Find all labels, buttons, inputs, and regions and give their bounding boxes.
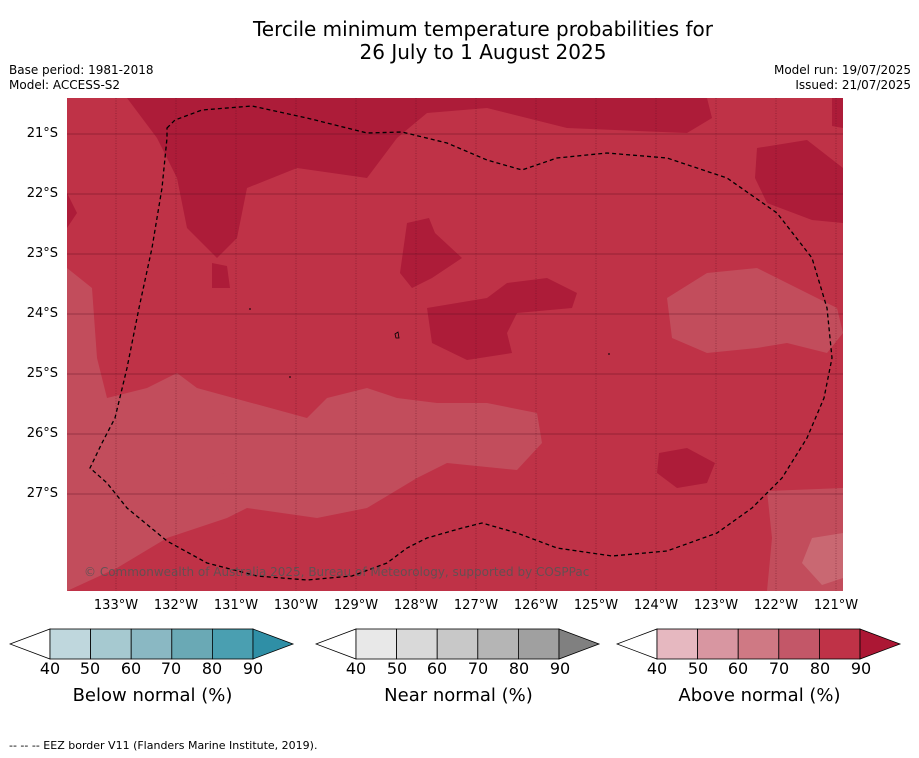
cbar-tick: 70 [768,659,790,678]
colorbar-swatch [90,628,132,660]
colorbar-swatch [517,628,560,660]
eez-footnote: -- -- -- EEZ border V11 (Flanders Marine… [9,739,318,752]
longitude-gridlines [115,98,837,591]
colorbar-max-extension [252,628,295,660]
colorbar-min-extension [9,628,51,660]
model-name: Model: ACCESS-S2 [9,78,121,92]
lat-label: 24°S [26,306,58,321]
colorbar-swatches [616,628,902,660]
colorbar-min-extension [616,628,658,660]
title-line-1: Tercile minimum temperature probabilitie… [252,17,714,41]
lon-label: 130°W [273,598,319,613]
latitude-gridlines [67,133,843,495]
lon-label: 129°W [333,598,379,613]
cbar-tick: 70 [467,659,489,678]
field-80-90-northeast [832,98,843,128]
colorbar-title-below: Below normal (%) [72,685,233,706]
cbar-tick: 50 [79,659,101,678]
lat-label: 23°S [26,246,58,261]
field-80-90-west [67,193,77,228]
colorbar-swatch [477,628,519,660]
cbar-tick: 40 [39,659,61,678]
cbar-tick: 90 [242,659,264,678]
colorbar-title-above: Above normal (%) [678,685,841,706]
field-80-90-southeast [657,448,715,488]
cbar-tick: 60 [426,659,448,678]
colorbar-swatch [436,628,479,660]
cbar-tick: 50 [687,659,709,678]
model-run: Model run: 19/07/2025 [773,63,911,77]
field-60-70-southwest [67,268,542,591]
colorbar-swatch [818,628,861,660]
lon-label: 123°W [693,598,739,613]
cbar-tick: 60 [120,659,142,678]
lat-label: 22°S [26,186,58,201]
colorbar-swatch [737,628,780,660]
meta-right: Model run: 19/07/2025 Issued: 21/07/2025 [774,63,911,93]
lon-label: 126°W [513,598,559,613]
cbar-tick: 80 [809,659,831,678]
colorbar-swatch [171,628,213,660]
field-60-70-east [667,268,843,353]
cbar-tick: 40 [646,659,668,678]
colorbar-swatch [656,628,698,660]
cbar-tick: 90 [549,659,571,678]
lat-label: 26°S [26,426,58,441]
lat-label: 25°S [26,366,58,381]
colorbar-swatch [130,628,173,660]
lon-label: 132°W [153,598,199,613]
field-80-90-small [212,263,230,288]
copyright-notice: © Commonwealth of Australia 2025, Bureau… [84,565,590,579]
lat-label: 21°S [26,126,58,141]
colorbar-swatch [49,628,91,660]
lon-label: 124°W [633,598,679,613]
field-80-90-center [400,218,462,288]
colorbar-min-extension [315,628,357,660]
lon-label: 122°W [753,598,799,613]
colorbar-swatch [211,628,254,660]
colorbar-below-normal [9,628,295,660]
field-80-90-north [127,98,712,258]
cbar-tick: 70 [160,659,182,678]
colorbar-swatches [9,628,295,660]
field-80-90-east [755,140,843,223]
colorbar-swatch [396,628,438,660]
cbar-tick: 90 [850,659,872,678]
colorbar-title-near: Near normal (%) [384,685,533,706]
colorbar-swatch [778,628,820,660]
probability-map [67,98,843,591]
cbar-tick: 50 [386,659,408,678]
title-line-2: 26 July to 1 August 2025 [359,40,607,64]
island-outline [394,331,400,339]
cbar-tick: 80 [201,659,223,678]
colorbar-swatches [315,628,601,660]
map-title: Tercile minimum temperature probabilitie… [0,18,919,64]
colorbar-above-normal [616,628,902,660]
issued-date: Issued: 21/07/2025 [795,78,911,92]
eez-border [89,105,833,581]
lon-label: 121°W [813,598,859,613]
lon-label: 127°W [453,598,499,613]
colorbar-swatch [697,628,739,660]
field-50-60-patch [802,533,843,585]
cbar-tick: 80 [508,659,530,678]
lon-label: 125°W [573,598,619,613]
field-60-70-small [207,473,230,491]
lat-label: 27°S [26,486,58,501]
colorbar-max-extension [859,628,902,660]
colorbar-swatch [355,628,397,660]
base-period: Base period: 1981-2018 [9,63,154,77]
lon-label: 131°W [213,598,259,613]
map-svg [67,98,843,591]
meta-left: Base period: 1981-2018 Model: ACCESS-S2 [9,63,154,93]
cbar-tick: 40 [345,659,367,678]
colorbar-near-normal [315,628,601,660]
cbar-tick: 60 [727,659,749,678]
colorbar-max-extension [558,628,601,660]
lon-label: 133°W [93,598,139,613]
field-80-90-center-south [427,278,577,360]
lon-label: 128°W [393,598,439,613]
